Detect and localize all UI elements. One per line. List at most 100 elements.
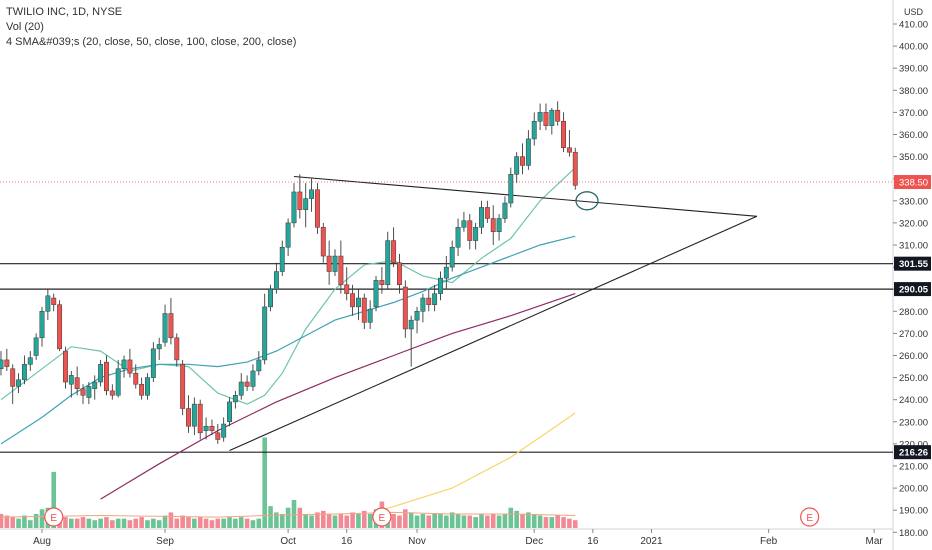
candle-body <box>397 262 402 286</box>
x-tick-label: Aug <box>33 536 51 547</box>
earnings-marker[interactable]: E <box>44 507 64 527</box>
trendline <box>293 175 757 217</box>
candle <box>150 342 156 383</box>
volume-bar <box>268 506 273 528</box>
sma100-line <box>100 293 576 500</box>
candle-body <box>496 218 502 232</box>
candle-body <box>455 227 461 248</box>
candle-body <box>479 207 484 228</box>
volume-indicator-label[interactable]: Vol (20) <box>6 21 44 33</box>
volume-bar <box>326 513 332 528</box>
candle <box>467 214 473 250</box>
earnings-label: E <box>806 513 813 524</box>
x-tick-label: Sep <box>156 536 174 547</box>
y-tick-label: 370.00 <box>899 108 928 119</box>
candle-body <box>520 156 525 166</box>
volume-bar <box>520 513 525 528</box>
volume-bar <box>408 512 414 528</box>
volume-bar <box>391 513 396 528</box>
candle <box>21 355 27 385</box>
volume-bars <box>0 437 578 528</box>
sma-indicator-label[interactable]: 4 SMA&#039;s (20, close, 50, close, 100,… <box>6 36 297 48</box>
candle-body <box>115 368 121 396</box>
candle <box>420 293 426 323</box>
candle-body <box>426 297 432 305</box>
volume-bar <box>98 518 103 528</box>
candle-body <box>561 120 566 149</box>
earnings-label: E <box>379 513 386 524</box>
candle-body <box>385 240 391 286</box>
candle <box>221 417 227 442</box>
y-tick-label: 200.00 <box>899 484 928 495</box>
candle-body <box>279 246 285 272</box>
candle <box>39 306 45 347</box>
candle <box>127 348 133 378</box>
volume-bar <box>197 517 203 528</box>
candle <box>385 231 391 290</box>
candle <box>537 103 543 131</box>
level-price-tag <box>894 445 931 460</box>
candle-body <box>86 386 92 398</box>
volume-bar <box>444 515 449 528</box>
level-price-tag <box>894 256 931 271</box>
candle <box>256 351 262 376</box>
candle-body <box>27 357 33 365</box>
volume-bar <box>121 518 127 528</box>
candle-body <box>531 120 537 140</box>
candle <box>549 107 555 135</box>
candle-body <box>92 381 98 389</box>
candle-body <box>98 364 104 383</box>
earnings-marker[interactable]: E <box>800 507 820 527</box>
volume-bar <box>16 518 21 528</box>
y-tick-label: 330.00 <box>899 196 928 207</box>
candle <box>479 200 484 234</box>
candle-body <box>525 138 531 166</box>
candle <box>314 183 320 234</box>
y-tick-label: 250.00 <box>899 373 928 384</box>
candle <box>109 384 115 400</box>
candle <box>490 205 496 245</box>
candle-body <box>291 191 297 224</box>
volume-bar <box>63 517 68 528</box>
candle <box>133 364 139 389</box>
candle-body <box>338 255 344 286</box>
symbol-title[interactable]: TWILIO INC, 1D, NYSE <box>6 6 123 18</box>
candle <box>514 152 520 184</box>
candle-body <box>549 109 555 126</box>
volume-bar <box>479 513 484 528</box>
volume-bar <box>315 512 320 528</box>
candle-body <box>62 350 68 383</box>
y-tick-label: 350.00 <box>899 152 928 163</box>
candle-body <box>303 198 309 210</box>
candle-body <box>33 337 39 356</box>
x-tick-label: Feb <box>760 536 778 547</box>
volume-bar <box>244 518 250 528</box>
x-tick-label: 16 <box>341 536 353 547</box>
candle <box>520 143 525 175</box>
candle-body <box>473 227 479 241</box>
candle <box>238 373 244 400</box>
candle-body <box>139 383 145 396</box>
candle <box>438 271 443 301</box>
candle <box>426 289 432 312</box>
volume-bar <box>320 510 326 528</box>
volume-bar <box>567 518 572 528</box>
volume-bar <box>356 513 361 528</box>
earnings-marker[interactable]: E <box>372 507 392 527</box>
volume-bar <box>467 515 473 528</box>
candle <box>361 293 367 329</box>
candle-body <box>227 401 232 423</box>
candle <box>244 375 250 391</box>
candle-body <box>326 255 332 272</box>
volume-bar <box>426 515 432 528</box>
y-tick-label: 390.00 <box>899 64 928 75</box>
volume-bar <box>186 517 191 528</box>
candle <box>279 240 285 276</box>
volume-bar <box>285 507 291 528</box>
volume-bar <box>549 517 555 528</box>
last-price-tag <box>894 175 931 190</box>
y-tick-label: 380.00 <box>899 86 928 97</box>
y-tick-label: 360.00 <box>899 130 928 141</box>
candle-body <box>490 218 496 232</box>
